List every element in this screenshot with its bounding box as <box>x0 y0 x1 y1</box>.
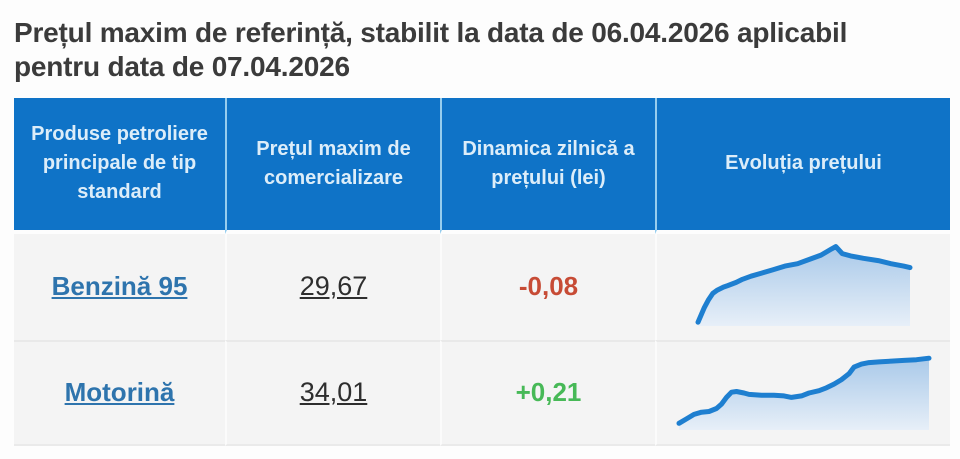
fuel-price-table: Produse petroliere principale de tip sta… <box>14 97 950 446</box>
col-header-price-evolution: Evoluția prețului <box>655 97 950 234</box>
price-evolution-sparkline <box>695 241 913 327</box>
product-link-motorina[interactable]: Motorină <box>64 377 175 408</box>
table-row: Motorină 34,01 +0,21 <box>14 339 950 446</box>
price-change: -0,08 <box>518 271 579 302</box>
price-change: +0,21 <box>515 377 582 408</box>
change-cell: -0,08 <box>440 233 655 340</box>
col-header-daily-dynamics: Dinamica zilnică a prețului (lei) <box>440 97 655 234</box>
price-value[interactable]: 29,67 <box>299 271 368 302</box>
price-value[interactable]: 34,01 <box>299 377 368 408</box>
col-header-max-price: Prețul maxim de comercializare <box>225 97 440 234</box>
page-title: Prețul maxim de referință, stabilit la d… <box>14 17 848 83</box>
col-header-products: Produse petroliere principale de tip sta… <box>14 97 225 234</box>
price-cell: 34,01 <box>225 339 440 446</box>
price-evolution-sparkline <box>676 349 932 431</box>
evolution-cell <box>655 233 950 340</box>
table-row: Benzină 95 29,67 -0,08 <box>14 233 950 340</box>
change-cell: +0,21 <box>440 339 655 446</box>
evolution-cell <box>655 339 950 446</box>
product-cell: Motorină <box>14 339 225 446</box>
price-cell: 29,67 <box>225 233 440 340</box>
product-link-benzina-95[interactable]: Benzină 95 <box>51 271 188 302</box>
table-header: Produse petroliere principale de tip sta… <box>14 97 950 234</box>
header-row: Produse petroliere principale de tip sta… <box>14 97 950 234</box>
page: Prețul maxim de referință, stabilit la d… <box>14 17 950 446</box>
product-cell: Benzină 95 <box>14 233 225 340</box>
